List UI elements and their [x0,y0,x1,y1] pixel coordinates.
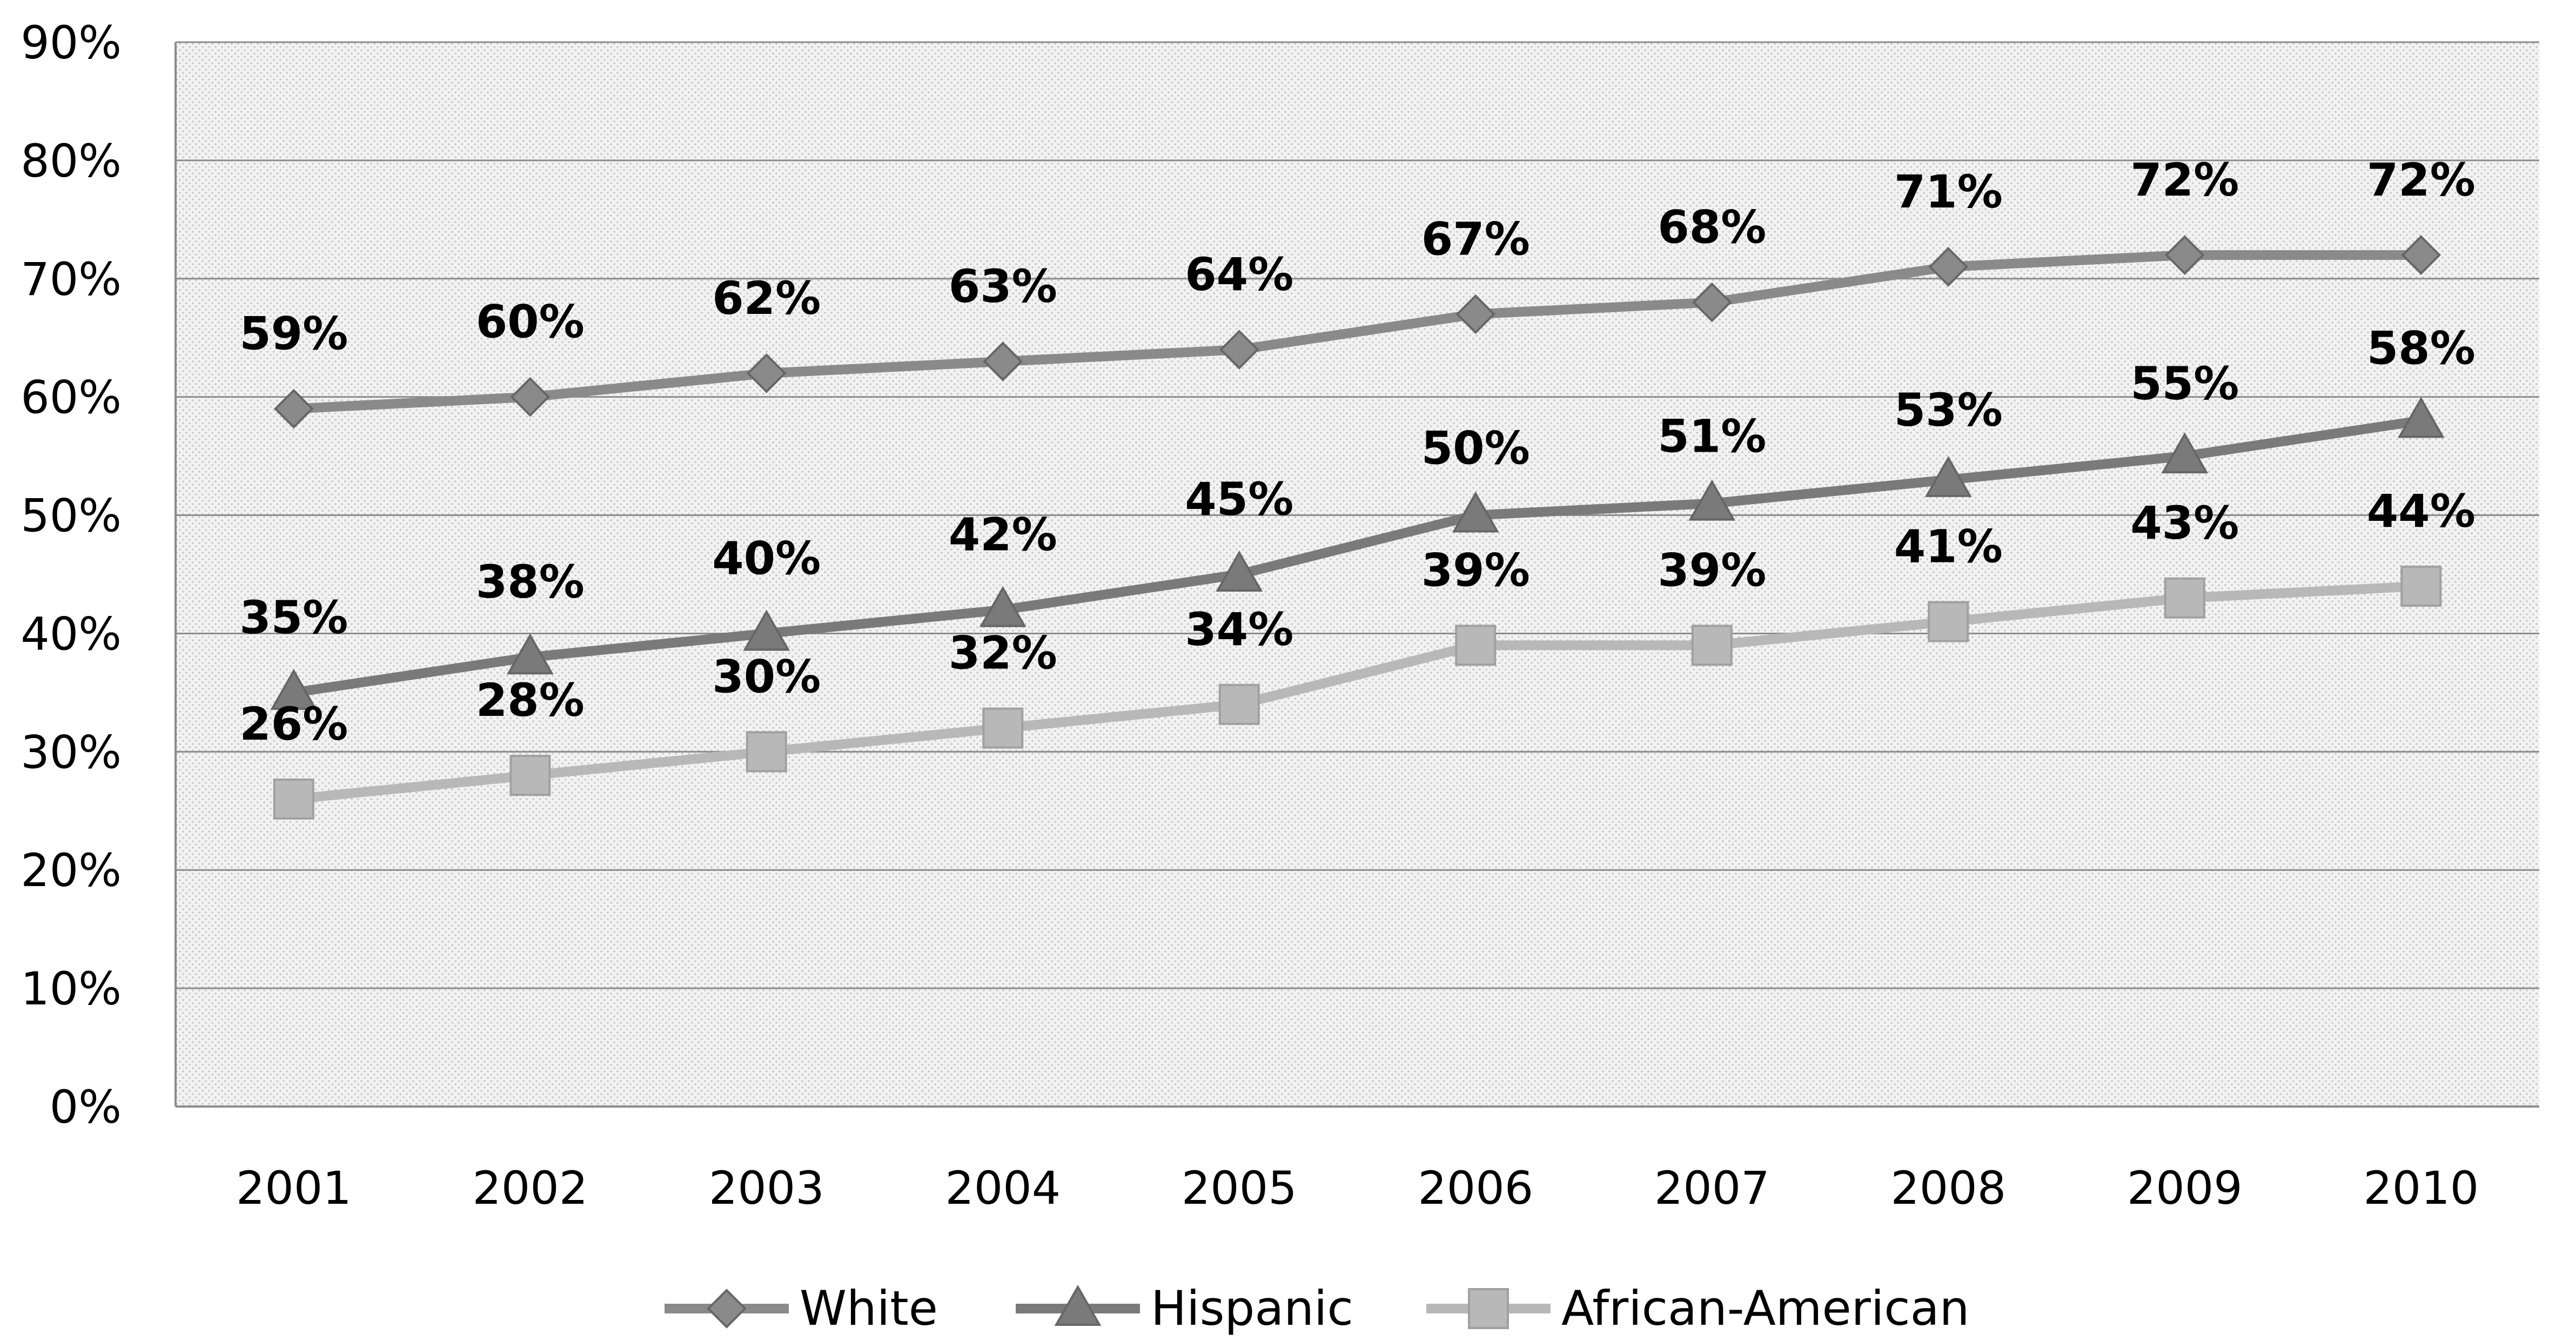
data-label: 40% [712,532,821,585]
data-point [1688,479,1736,521]
data-point [979,586,1027,627]
data-point [1455,294,1496,334]
data-label: 62% [712,272,821,325]
data-label: 71% [1894,165,2003,218]
plot-area [176,42,2539,1107]
series-line-african-american [293,581,2421,804]
y-tick-label: 0% [50,1081,122,1134]
legend: White Hispanic African-American [665,1280,1969,1336]
y-tick-label: 60% [21,371,122,424]
x-tick-label: 2007 [1654,1162,1770,1215]
data-point [1928,601,1969,642]
data-label: 41% [1894,520,2003,573]
data-point [2400,565,2442,607]
data-point [273,778,314,820]
data-point [1692,282,1732,323]
data-labels: 59% 60% 62% 63% 64% 67% 68% 71% 72% 72% 35% 38% 40% 4… [239,153,2476,750]
data-point [506,633,554,675]
legend-marker [707,1289,747,1329]
data-label: 28% [476,674,585,727]
data-point [1452,491,1499,533]
legend-label: African-American [1561,1280,1969,1336]
data-label: 59% [239,307,348,360]
data-point [1218,683,1260,725]
y-tick-label: 40% [21,607,122,660]
x-tick-label: 2010 [2363,1162,2479,1215]
data-point [746,731,787,773]
legend-marker [1468,1288,1509,1329]
y-tick-label: 80% [21,135,122,187]
data-label: 72% [2367,153,2476,206]
x-tick-label: 2002 [472,1162,588,1215]
y-axis-ticks: 0% 10% 20% 30% 40% 50% 60% 70% 80% 90% [21,16,122,1134]
data-label: 38% [476,555,585,608]
x-tick-label: 2004 [945,1162,1061,1215]
legend-label: Hispanic [1151,1280,1353,1336]
x-tick-label: 2001 [236,1162,352,1215]
x-axis-ticks: 2001 2002 2003 2004 2005 2006 2007 2008 2009 2010 [236,1162,2479,1215]
data-label: 42% [949,508,1057,561]
x-tick-label: 2008 [1890,1162,2006,1215]
data-label: 34% [1185,603,1293,656]
data-point [1216,550,1263,592]
data-point [509,755,551,796]
data-label: 64% [1185,248,1293,301]
series-line-white [293,250,2421,414]
x-tick-label: 2005 [1182,1162,1297,1215]
data-point [1455,625,1497,666]
data-point [510,377,551,417]
data-label: 35% [239,591,348,644]
y-tick-label: 90% [21,16,122,69]
data-point [743,609,790,651]
x-tick-label: 2006 [1418,1162,1533,1215]
data-label: 45% [1185,473,1293,526]
legend-marker [1054,1284,1102,1326]
data-label: 55% [2130,357,2239,410]
data-label: 44% [2367,485,2476,538]
data-label: 43% [2130,497,2239,549]
data-label: 26% [239,698,348,750]
data-point [2161,432,2209,474]
data-label: 58% [2367,321,2476,374]
data-label: 68% [1658,201,1766,254]
data-point [983,341,1023,381]
data-point [1928,247,1969,287]
axes [175,42,2539,1108]
y-tick-label: 50% [21,490,122,542]
data-label: 39% [1421,544,1530,596]
data-label: 67% [1421,212,1530,265]
legend-label: White [800,1280,938,1336]
data-label: 30% [712,650,821,703]
series-line-hispanic [293,415,2422,698]
data-label: 72% [2130,153,2239,206]
y-tick-label: 10% [21,962,122,1015]
data-label: 32% [949,627,1057,680]
data-point [982,707,1024,749]
data-label: 51% [1658,410,1766,463]
data-point [273,388,314,429]
data-point [2164,235,2205,275]
data-label: 39% [1658,544,1766,596]
gridlines [176,41,2539,989]
data-point [1219,330,1259,370]
data-point [270,668,318,710]
data-point [1691,625,1733,666]
data-label: 63% [949,260,1057,313]
data-label: 50% [1421,422,1530,475]
x-tick-label: 2003 [709,1162,824,1215]
data-point [746,353,787,393]
data-label: 60% [476,296,585,348]
y-tick-label: 20% [21,844,122,897]
data-label: 53% [1894,384,2003,437]
series-lines [270,235,2445,820]
data-point [2401,235,2441,275]
y-tick-label: 30% [21,726,122,779]
x-tick-label: 2009 [2127,1162,2243,1215]
data-point [1924,455,1972,497]
y-tick-label: 70% [21,253,122,306]
data-point [2164,577,2205,619]
data-point [2397,397,2445,438]
